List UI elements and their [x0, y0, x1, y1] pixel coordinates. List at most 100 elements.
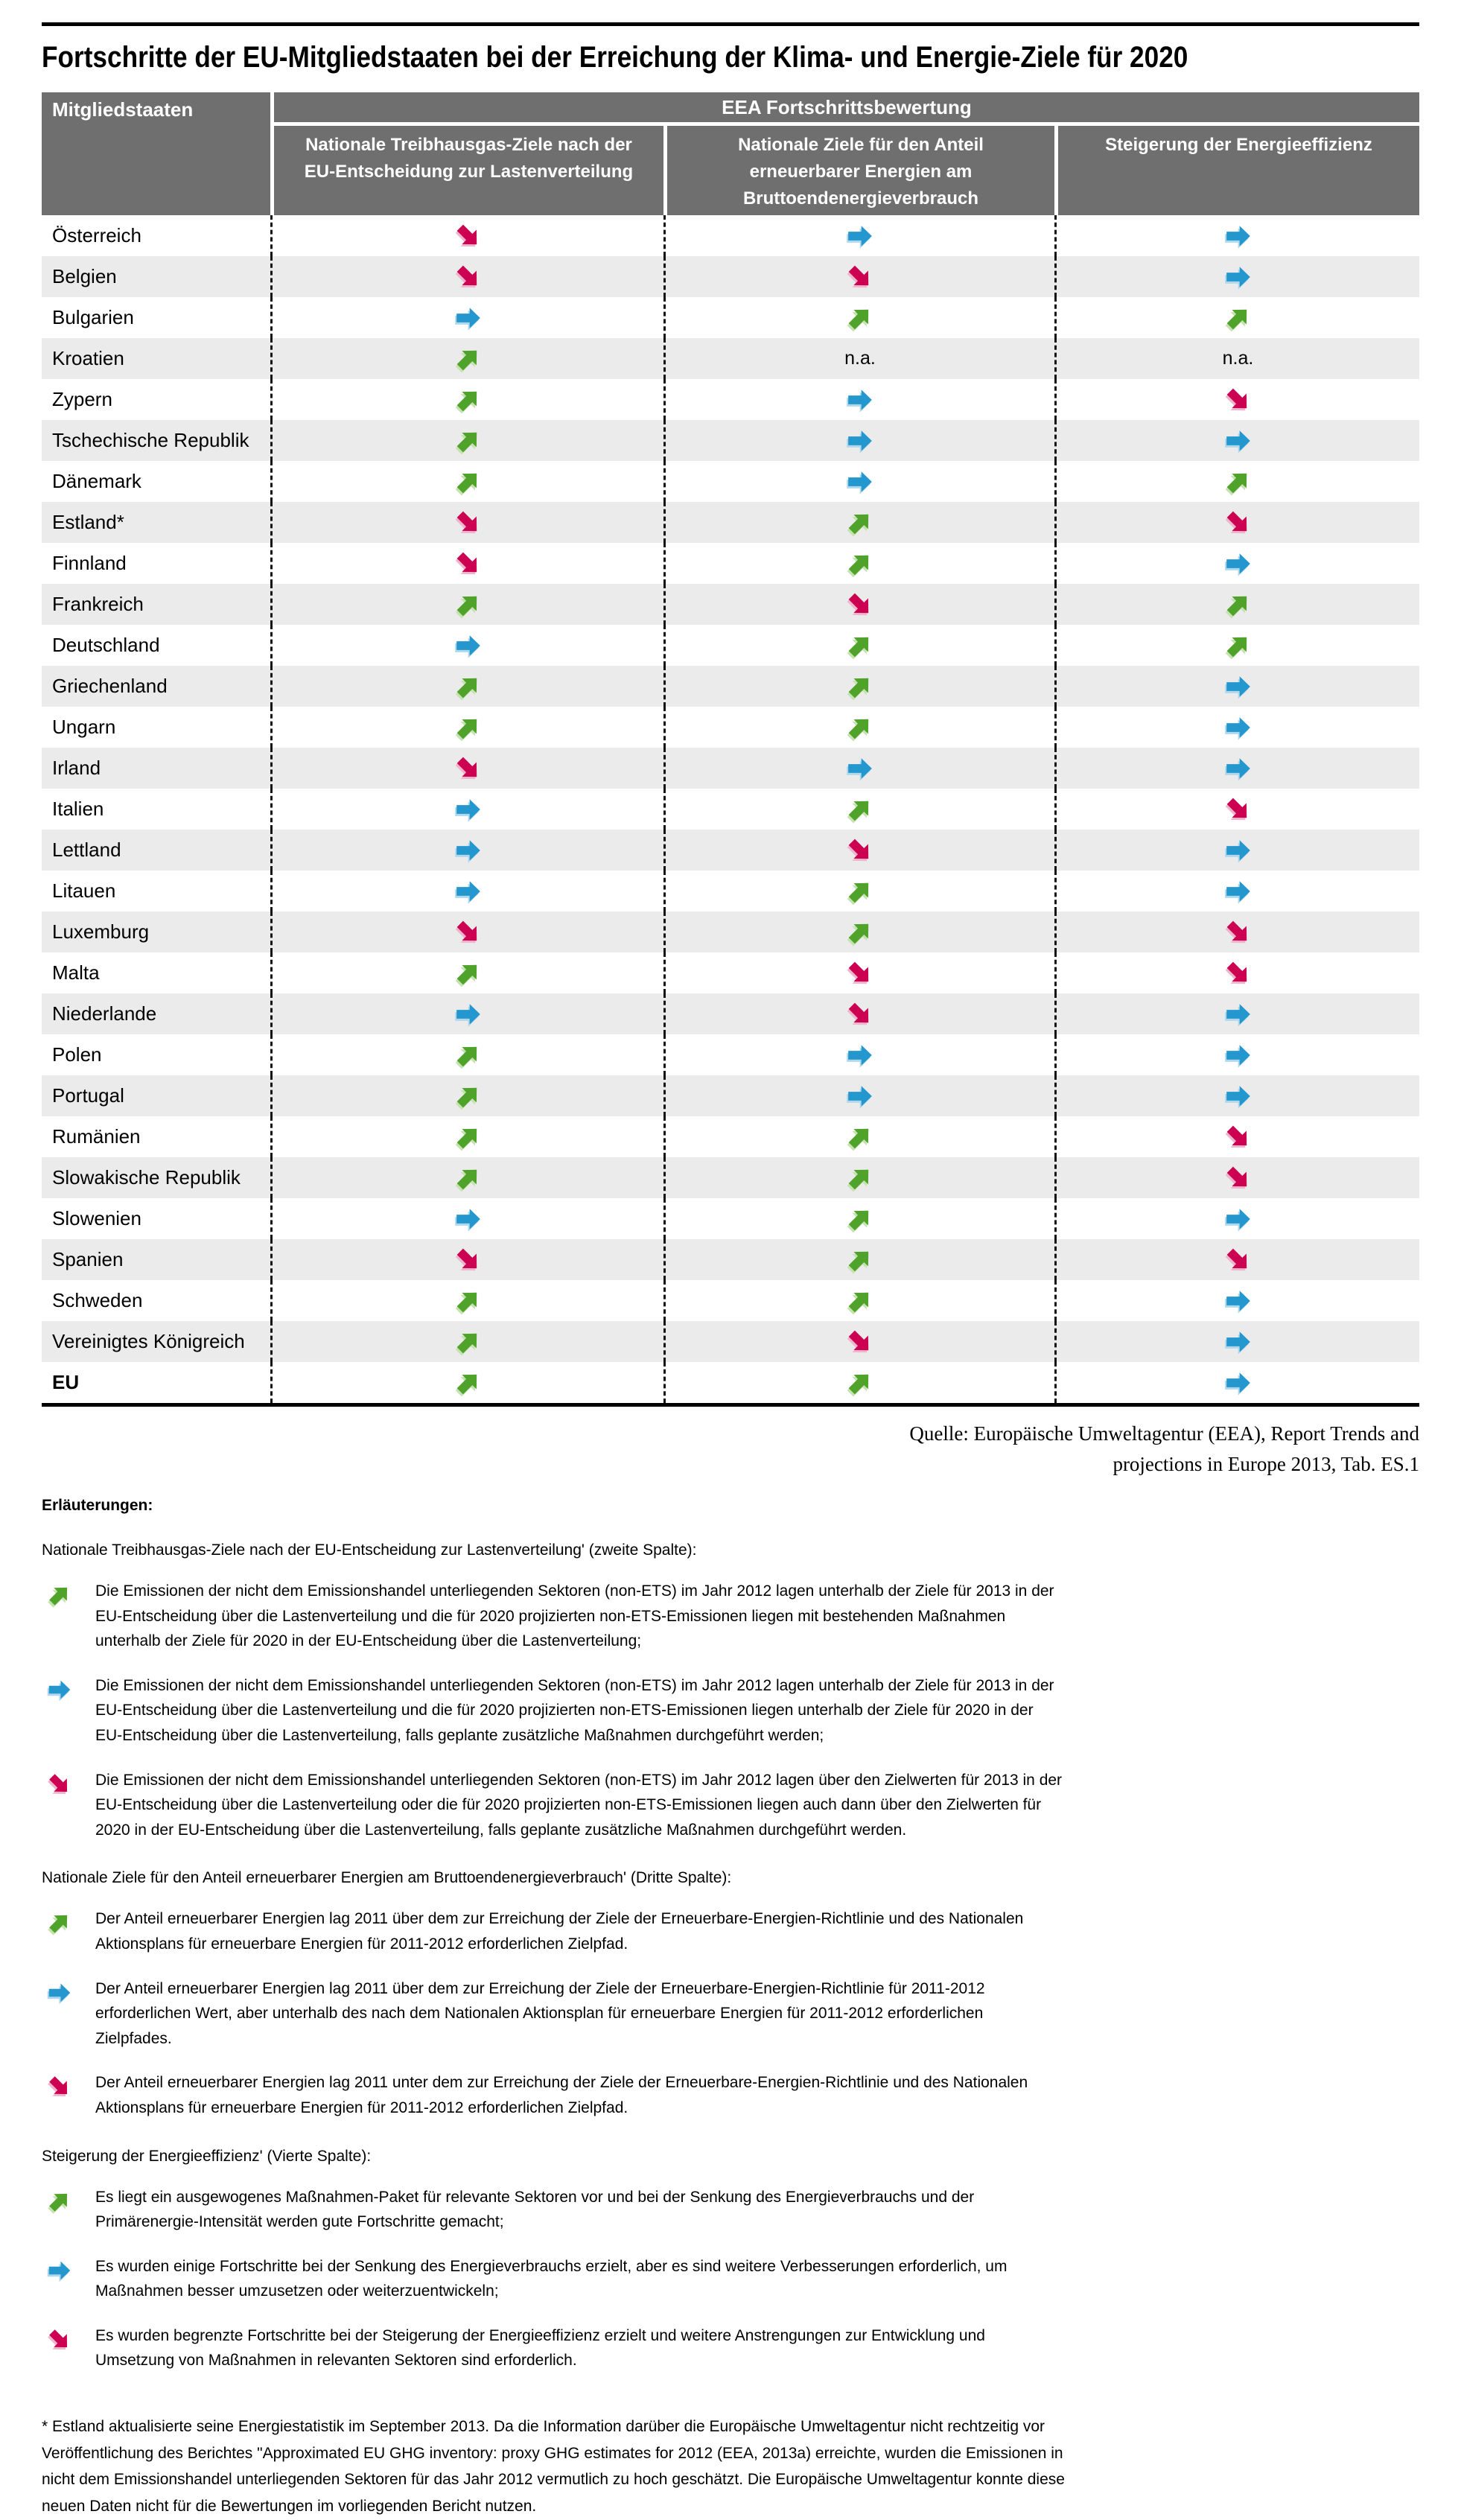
legend-sections: Nationale Treibhausgas-Ziele nach der EU… [42, 1541, 1419, 2373]
arrow-up-right-icon [456, 1046, 477, 1066]
arrow-down-right-icon [848, 265, 869, 285]
arrow-right-icon [1226, 225, 1250, 246]
arrow-right-icon [456, 307, 480, 328]
arrow-up-right-icon [456, 1292, 477, 1312]
assessment-cell [1054, 830, 1419, 871]
country-label: Polen [52, 1043, 102, 1066]
country-label: Malta [52, 961, 100, 984]
arrow-right-icon [1226, 839, 1250, 861]
country-label: Italien [52, 798, 104, 820]
arrow-right-icon [848, 1085, 872, 1107]
assessment-cell [270, 1362, 663, 1403]
arrow-down-right-icon [848, 839, 869, 859]
assessment-cell [270, 502, 663, 543]
assessment-cell [1054, 1157, 1419, 1198]
arrow-right-icon [848, 471, 872, 492]
country-label: Vereinigtes Königreich [52, 1330, 245, 1352]
column-header-efficiency: Steigerung der Energieeffizienz [1054, 122, 1419, 215]
arrow-down-right-icon [848, 1330, 869, 1350]
arrow-down-right-icon [49, 2329, 68, 2347]
assessment-cell [1054, 1280, 1419, 1321]
arrow-down-right-icon [1226, 1248, 1247, 1268]
assessment-cell [270, 543, 663, 584]
assessment-cell [1054, 748, 1419, 789]
arrow-down-right-icon [848, 961, 869, 981]
assessment-cell [1054, 297, 1419, 338]
table-row: Niederlande [42, 993, 1419, 1034]
arrow-up-right-icon [848, 678, 869, 698]
table-row: EU [42, 1362, 1419, 1403]
country-label: EU [52, 1371, 80, 1393]
country-label: Luxemburg [52, 920, 150, 943]
arrow-up-right-icon [848, 719, 869, 739]
arrow-down-right-icon [1226, 920, 1247, 941]
arrow-right-icon [848, 430, 872, 451]
table-row: Slowakische Republik [42, 1157, 1419, 1198]
arrow-up-right-icon [848, 923, 869, 944]
arrow-right-icon [456, 798, 480, 820]
estonia-footnote: * Estland aktualisierte seine Energiesta… [42, 2418, 1065, 2516]
country-label: Niederlande [52, 1002, 157, 1025]
country-label: Deutschland [52, 634, 160, 656]
table-row: Malta [42, 952, 1419, 993]
assessment-cell [663, 871, 1054, 911]
arrow-up-right-icon [848, 1169, 869, 1189]
na-value: n.a. [844, 348, 876, 369]
arrow-right-icon [456, 634, 480, 656]
arrow-up-right-icon [456, 391, 477, 411]
arrow-up-right-icon [1226, 309, 1247, 329]
arrow-down-right-icon [1226, 798, 1247, 818]
top-rule [42, 22, 1419, 26]
progress-table: Mitgliedstaaten EEA Fortschrittsbewertun… [42, 92, 1419, 1407]
table-row: Estland* [42, 502, 1419, 543]
assessment-cell [270, 379, 663, 420]
country-label: Kroatien [52, 347, 124, 369]
legend-text: Der Anteil erneuerbarer Energien lag 201… [95, 1979, 985, 2047]
assessment-cell: n.a. [663, 338, 1054, 379]
arrow-up-right-icon [456, 678, 477, 698]
assessment-cell [663, 461, 1054, 502]
assessment-cell [1054, 666, 1419, 707]
legend-item: Es wurden einige Fortschritte bei der Se… [42, 2254, 1419, 2304]
assessment-cell [1054, 1198, 1419, 1239]
country-label: Belgien [52, 265, 117, 287]
arrow-right-icon [456, 839, 480, 861]
arrow-up-right-icon [848, 882, 869, 903]
assessment-cell [270, 707, 663, 748]
table-row: Frankreich [42, 584, 1419, 625]
assessment-cell [270, 215, 663, 256]
legend-icon [42, 1673, 95, 1707]
assessment-cell [663, 379, 1054, 420]
table-row: Kroatien n.a. n.a. [42, 338, 1419, 379]
assessment-cell [663, 952, 1054, 993]
arrow-down-right-icon [1226, 1166, 1247, 1186]
arrow-up-right-icon [456, 1333, 477, 1353]
country-label: Griechenland [52, 675, 168, 697]
legend-icon [42, 1906, 95, 1940]
arrow-up-right-icon [848, 514, 869, 534]
table-row: Vereinigtes Königreich [42, 1321, 1419, 1362]
assessment-cell [663, 625, 1054, 666]
assessment-cell [1054, 625, 1419, 666]
arrow-down-right-icon [456, 1248, 477, 1268]
assessment-cell [270, 625, 663, 666]
assessment-cell [663, 420, 1054, 461]
table-body: Österreich Belgien Bulgarien Kroatien n.a. n.… [42, 215, 1419, 1403]
assessment-cell [663, 830, 1054, 871]
table-row: Luxemburg [42, 911, 1419, 952]
arrow-up-right-icon [1226, 473, 1247, 493]
arrow-up-right-icon [848, 309, 869, 329]
assessment-cell [1054, 461, 1419, 502]
assessment-cell [270, 1075, 663, 1116]
legend-icon [42, 1768, 95, 1801]
arrow-down-right-icon [49, 2076, 68, 2095]
assessment-cell [663, 1198, 1054, 1239]
legend-text: Es wurden begrenzte Fortschritte bei der… [95, 2326, 985, 2370]
assessment-cell [1054, 707, 1419, 748]
arrow-down-right-icon [49, 1773, 68, 1792]
country-label: Rumänien [52, 1125, 141, 1148]
assessment-cell [1054, 584, 1419, 625]
arrow-up-right-icon [848, 1292, 869, 1312]
assessment-cell [270, 830, 663, 871]
page: Fortschritte der EU-Mitgliedstaaten bei … [42, 22, 1419, 2520]
